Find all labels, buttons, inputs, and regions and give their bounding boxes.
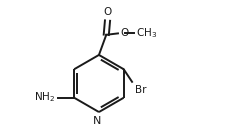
Text: CH$_3$: CH$_3$ [136,26,157,40]
Text: O: O [103,7,112,17]
Text: N: N [93,116,102,126]
Text: NH$_2$: NH$_2$ [34,90,55,104]
Text: Br: Br [135,85,146,95]
Text: O: O [121,28,129,38]
